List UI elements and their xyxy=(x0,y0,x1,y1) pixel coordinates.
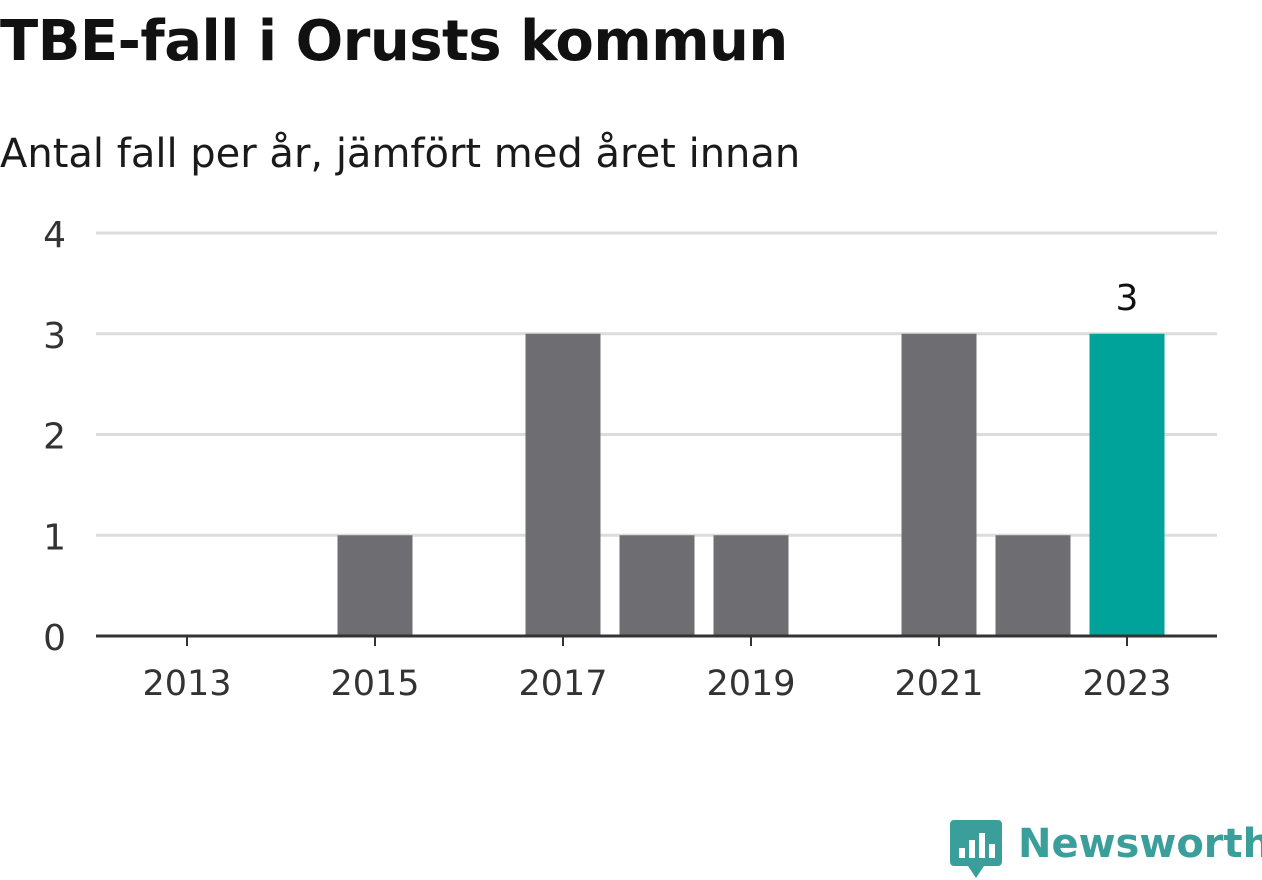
x-tick-label: 2015 xyxy=(330,664,419,704)
x-tick-label: 2021 xyxy=(894,664,983,704)
axes: 0 1 2 3 4 2013 2015 2017 2019 2021 2023 xyxy=(43,215,1217,704)
bars xyxy=(337,333,1165,636)
y-tick-label: 4 xyxy=(43,215,66,256)
y-tick-label: 3 xyxy=(43,316,66,357)
newsworthy-brand: Newsworthy xyxy=(950,818,1262,880)
x-tick-label: 2017 xyxy=(518,664,607,704)
bar-2015 xyxy=(337,535,413,636)
gridlines xyxy=(96,231,1217,537)
chart-title: TBE-fall i Orusts kommun xyxy=(0,9,788,74)
y-tick-label: 2 xyxy=(43,417,66,458)
x-tick-label: 2019 xyxy=(706,664,795,704)
bar-2018 xyxy=(619,535,695,636)
y-tick-label: 0 xyxy=(43,618,66,659)
newsworthy-logo-icon xyxy=(950,820,1002,878)
x-tick-label: 2023 xyxy=(1082,664,1171,704)
bar-2021 xyxy=(901,333,977,636)
bar-2017 xyxy=(525,333,601,636)
brand-name: Newsworthy xyxy=(1018,821,1262,867)
x-tick-label: 2013 xyxy=(142,664,231,704)
data-labels: 3 xyxy=(1116,278,1139,319)
bar-2023 xyxy=(1089,333,1165,636)
chart-subtitle: Antal fall per år, jämfört med året inna… xyxy=(0,131,801,177)
bar-2019 xyxy=(713,535,789,636)
bar-2022 xyxy=(995,535,1071,636)
data-label-2023: 3 xyxy=(1116,278,1139,319)
y-tick-label: 1 xyxy=(43,517,66,558)
